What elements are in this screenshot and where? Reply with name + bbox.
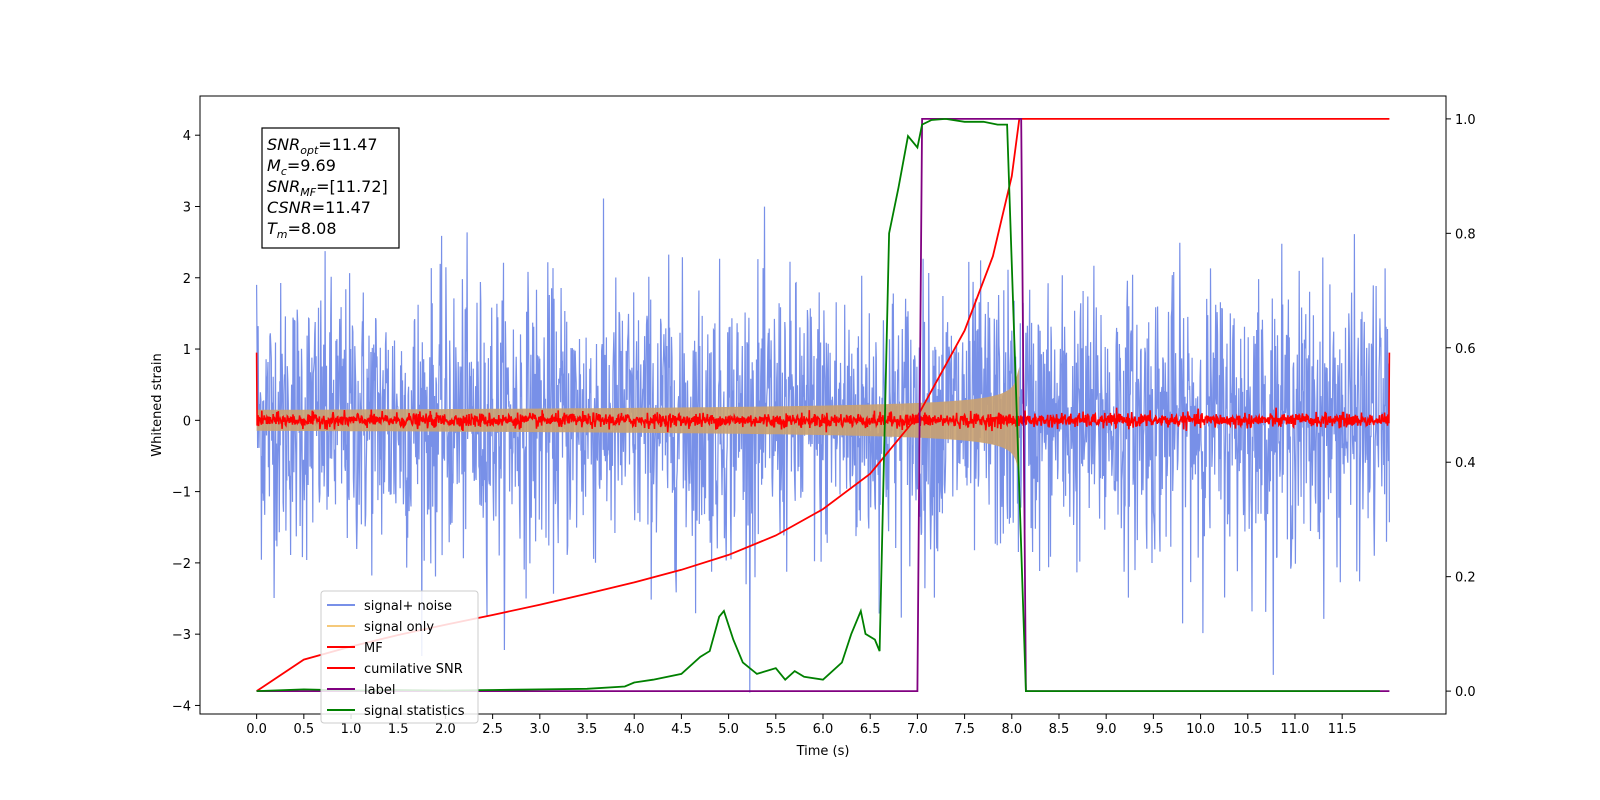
- legend-label-signal-statistics: signal statistics: [364, 704, 465, 719]
- legend-label-label: label: [364, 683, 395, 698]
- x-tick-label: 7.0: [907, 722, 928, 737]
- x-tick-label: 3.5: [577, 722, 598, 737]
- x-tick-label: 2.5: [482, 722, 503, 737]
- signal-statistics-series: [256, 117, 1380, 692]
- x-tick-label: 11.0: [1280, 722, 1309, 737]
- stats-line-csnr: CSNR=11.47: [267, 198, 371, 217]
- stats-line-snr-opt: SNRopt=11.47: [267, 135, 378, 157]
- x-tick-label: 4.0: [624, 722, 645, 737]
- x-tick-label: 5.5: [765, 722, 786, 737]
- legend: signal+ noise signal only MF cumilative SNR…: [320, 590, 479, 724]
- y2-axis-ticks: 1.0 0.8 0.6 0.4 0.2 0.0: [1446, 113, 1476, 700]
- y-axis-ticks: 4 3 2 1 0 −1 −2 −3 −4: [172, 129, 200, 714]
- y-tick-label: −4: [172, 699, 191, 714]
- x-tick-label: 8.0: [1001, 722, 1022, 737]
- stats-box-frame: [261, 127, 400, 249]
- x-tick-label: 1.5: [388, 722, 409, 737]
- y2-tick-label: 0.6: [1455, 342, 1476, 357]
- stats-line-t-m: Tm=8.08: [267, 219, 337, 241]
- y2-tick-label: 1.0: [1455, 113, 1476, 128]
- y-tick-label: −1: [172, 486, 191, 501]
- x-tick-label: 2.0: [435, 722, 456, 737]
- x-tick-label: 6.0: [813, 722, 834, 737]
- x-axis-ticks: 0.0 0.5 1.0 1.5 2.0 2.5 3.0 3.5 4.0 4.5 5.0 5.5 6.0 6…: [246, 714, 1357, 737]
- y2-tick-label: 0.0: [1455, 685, 1476, 700]
- y-tick-label: 4: [183, 129, 191, 144]
- x-tick-label: 9.5: [1143, 722, 1164, 737]
- y-tick-label: −2: [172, 557, 191, 572]
- y-axis-label: Whitened strain: [150, 353, 165, 456]
- y2-tick-label: 0.4: [1455, 456, 1476, 471]
- legend-label-cumilative-snr: cumilative SNR: [364, 662, 463, 677]
- legend-label-mf: MF: [364, 641, 383, 656]
- x-tick-label: 10.5: [1233, 722, 1262, 737]
- x-tick-label: 6.5: [860, 722, 881, 737]
- y-tick-label: 0: [183, 414, 191, 429]
- x-tick-label: 5.0: [718, 722, 739, 737]
- x-tick-label: 0.0: [246, 722, 267, 737]
- stats-annotation-box: SNRopt=11.47Mc=9.69SNRMF=[11.72]CSNR=11.…: [261, 127, 400, 249]
- x-tick-label: 7.5: [954, 722, 975, 737]
- legend-label-signal-only: signal only: [364, 620, 434, 635]
- x-axis-label: Time (s): [796, 744, 850, 759]
- mf-series: [255, 352, 1391, 433]
- y-tick-label: −3: [172, 628, 191, 643]
- x-tick-label: 11.5: [1328, 722, 1357, 737]
- y2-tick-label: 0.8: [1455, 227, 1476, 242]
- x-tick-label: 4.5: [671, 722, 692, 737]
- y-tick-label: 1: [183, 343, 191, 358]
- y-tick-label: 2: [183, 272, 191, 287]
- y-tick-label: 3: [183, 200, 191, 215]
- y2-tick-label: 0.2: [1455, 571, 1476, 586]
- stats-line-m-c: Mc=9.69: [267, 156, 336, 178]
- x-tick-label: 0.5: [293, 722, 314, 737]
- legend-label-signal-noise: signal+ noise: [364, 599, 452, 614]
- x-tick-label: 3.0: [529, 722, 550, 737]
- stats-line-snr-mf: SNRMF=[11.72]: [267, 177, 388, 199]
- x-tick-label: 1.0: [341, 722, 362, 737]
- legend-frame: [320, 590, 479, 724]
- x-tick-label: 9.0: [1096, 722, 1117, 737]
- x-tick-label: 10.0: [1186, 722, 1215, 737]
- x-tick-label: 8.5: [1049, 722, 1070, 737]
